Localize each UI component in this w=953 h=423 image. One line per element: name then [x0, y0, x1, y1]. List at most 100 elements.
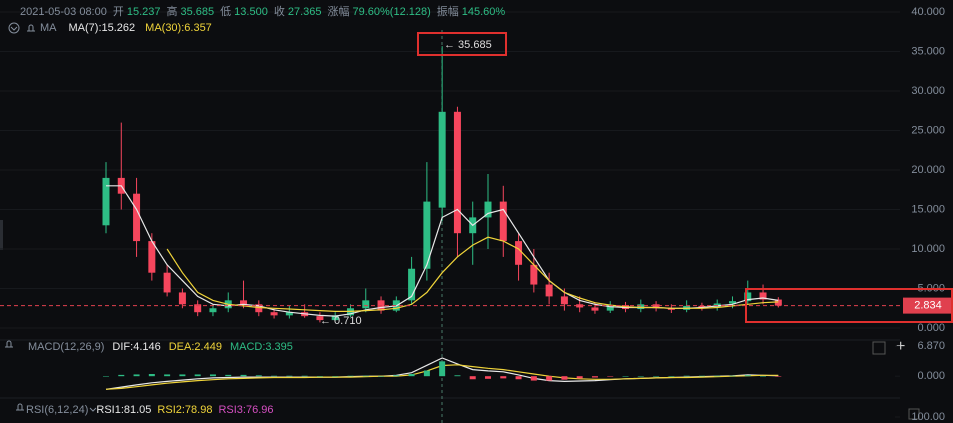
- macd-bar: [454, 375, 461, 377]
- candle-body: [148, 241, 156, 273]
- info-value: 27.365: [288, 6, 322, 18]
- y-tick-label: 6.870: [917, 340, 945, 352]
- macd-bar: [408, 374, 415, 377]
- ma-line: [166, 236, 779, 312]
- macd-bar: [515, 376, 522, 380]
- candle-body: [331, 315, 339, 321]
- candle-body: [515, 241, 523, 265]
- expand-button[interactable]: [872, 341, 886, 355]
- high-annotation: ← 35.685: [444, 39, 492, 51]
- legend-entry: MA(7):15.262: [69, 22, 136, 34]
- macd-bar: [607, 376, 614, 377]
- macd-bar: [576, 376, 583, 379]
- info-value: 13.500: [234, 6, 268, 18]
- legend-entry: RSI2:78.98: [157, 404, 212, 416]
- candle-body: [667, 308, 675, 310]
- macd-bar: [668, 376, 675, 377]
- macd-bar: [744, 375, 751, 377]
- y-tick-label: 25.000: [911, 124, 945, 136]
- macd-bar: [622, 376, 629, 377]
- macd-bar: [683, 375, 690, 377]
- macd-bar: [148, 374, 155, 377]
- candle-body: [774, 299, 782, 306]
- macd-bar: [546, 376, 553, 381]
- candle-body: [530, 264, 538, 285]
- y-tick-label: 0.000: [917, 370, 945, 382]
- macd-bar: [500, 376, 507, 379]
- y-tick-label: 10.000: [911, 243, 945, 255]
- legend-entry: RSI1:81.05: [96, 404, 151, 416]
- macd-bar: [225, 374, 232, 377]
- candle-body: [270, 312, 278, 316]
- macd-bar: [439, 361, 446, 377]
- macd-bar: [316, 376, 323, 377]
- macd-bar: [530, 376, 537, 381]
- info-value: 15.237: [127, 6, 161, 18]
- macd-bar: [423, 370, 430, 377]
- candle-body: [545, 284, 553, 297]
- macd-bar: [591, 376, 598, 378]
- legend-entry: MA(30):6.357: [145, 22, 212, 34]
- collapse-icon[interactable]: [8, 22, 20, 34]
- legend-entry: DIF:4.146: [112, 341, 160, 353]
- alert-icon[interactable]: [5, 340, 13, 348]
- highlight-box: [417, 32, 507, 56]
- candle-body: [316, 316, 324, 321]
- info-label: 涨幅: [327, 5, 349, 18]
- macd-bar: [164, 374, 171, 377]
- info-value: 35.685: [181, 6, 215, 18]
- info-label: 低: [220, 5, 231, 18]
- macd-bar: [378, 376, 385, 377]
- timestamp: 2021-05-03 08:00: [20, 6, 107, 18]
- macd-bar: [179, 374, 186, 377]
- macd-bar: [362, 375, 369, 377]
- candle-body: [408, 268, 416, 301]
- macd-bar: [133, 374, 140, 377]
- y-tick-label: 30.000: [911, 85, 945, 97]
- macd-bar: [775, 376, 782, 377]
- add-button[interactable]: +: [896, 338, 905, 355]
- macd-bar: [760, 376, 767, 377]
- y-tick-label: 35.000: [911, 45, 945, 57]
- candle-body: [362, 300, 370, 309]
- candle-body: [453, 111, 461, 234]
- candle-body: [285, 312, 293, 316]
- highlight-box: [745, 288, 953, 323]
- candle-body: [133, 193, 141, 242]
- candle-body: [591, 307, 599, 311]
- settings-button[interactable]: [908, 408, 920, 420]
- macd-bar: [485, 376, 491, 379]
- side-handle: [0, 220, 3, 250]
- macd-bar: [118, 374, 125, 377]
- macd-bar: [561, 376, 568, 380]
- macd-bar: [729, 375, 736, 377]
- low-annotation: ← 0.710: [320, 315, 362, 327]
- macd-bar: [194, 374, 201, 377]
- info-label: 高: [167, 4, 178, 18]
- collapse-icon[interactable]: [10, 26, 18, 31]
- candle-body: [606, 305, 614, 311]
- y-tick-label: 0.000: [917, 322, 945, 334]
- candle-body: [240, 300, 248, 305]
- alert-icon[interactable]: [27, 24, 35, 32]
- macd-bar: [698, 375, 705, 377]
- info-label: 收: [274, 4, 285, 18]
- candle-body: [759, 292, 767, 300]
- candle-body: [652, 304, 660, 309]
- macd-bar: [103, 376, 109, 377]
- macd-bar: [393, 375, 400, 377]
- macd-bar: [637, 376, 644, 377]
- candle-body: [637, 304, 645, 310]
- last-price-tag: [903, 297, 953, 314]
- candle-body: [423, 201, 431, 269]
- last-price-label: 2.834: [914, 300, 942, 312]
- legend-entry: RSI3:76.96: [218, 404, 273, 416]
- candle-body: [438, 111, 446, 208]
- candle-body: [194, 304, 202, 313]
- legend-entry: DEA:2.449: [169, 341, 222, 353]
- macd-bar: [240, 374, 247, 377]
- alert-icon[interactable]: [16, 403, 24, 411]
- legend-label: MA: [40, 22, 57, 34]
- candle-body: [560, 296, 568, 305]
- dropdown-icon[interactable]: [89, 407, 97, 412]
